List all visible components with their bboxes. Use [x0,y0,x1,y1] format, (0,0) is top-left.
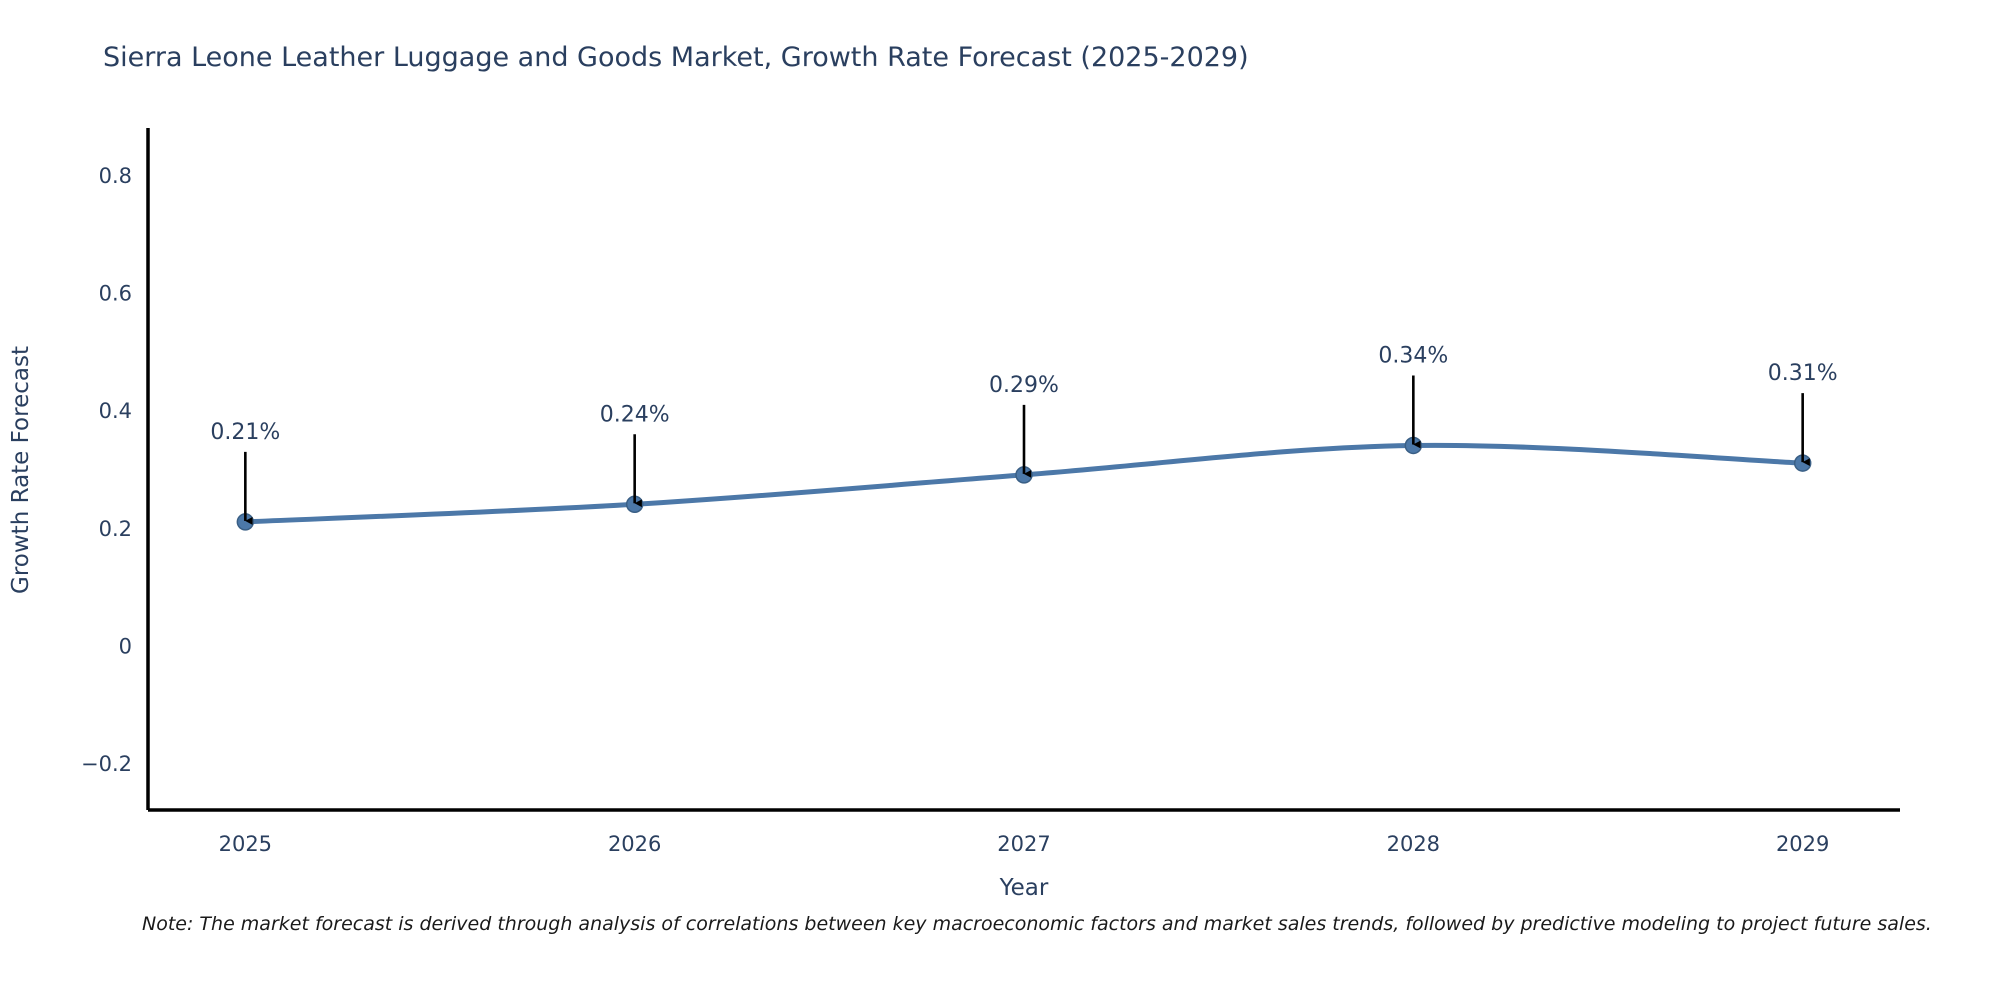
x-tick-label: 2027 [997,832,1050,856]
x-axis-title: Year [999,875,1049,901]
x-tick-label: 2026 [608,832,661,856]
x-tick-labels: 2025 2026 2027 2028 2029 [219,832,1830,856]
y-axis-title: Growth Rate Forecast [8,346,34,594]
y-tick-label: 0.6 [99,282,132,306]
x-tick-label: 2029 [1776,832,1829,856]
value-annotations: 0.21% 0.24% 0.29% 0.34% 0.31% [210,343,1838,525]
annotation-value-label: 0.34% [1378,343,1448,368]
y-tick-label: −0.2 [81,752,132,776]
chart-title: Sierra Leone Leather Luggage and Goods M… [103,42,1249,73]
y-tick-labels: 0.8 0.6 0.4 0.2 0 −0.2 [81,164,132,776]
chart-footnote: Note: The market forecast is derived thr… [142,913,1932,935]
annotation-value-label: 0.21% [210,420,280,445]
y-tick-label: 0 [119,634,132,658]
y-tick-label: 0.8 [99,164,132,188]
axis-lines [146,128,1900,812]
x-tick-label: 2025 [219,832,272,856]
annotation-value-label: 0.31% [1768,361,1838,386]
y-tick-label: 0.2 [99,517,132,541]
annotation-value-label: 0.24% [600,402,670,427]
y-tick-label: 0.4 [99,399,132,423]
x-tick-label: 2028 [1387,832,1440,856]
annotation-value-label: 0.29% [989,373,1059,398]
